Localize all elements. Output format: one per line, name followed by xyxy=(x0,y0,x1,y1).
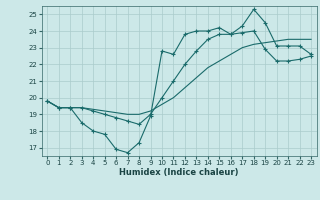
X-axis label: Humidex (Indice chaleur): Humidex (Indice chaleur) xyxy=(119,168,239,177)
